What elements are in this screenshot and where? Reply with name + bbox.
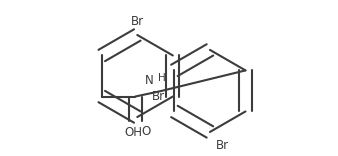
Text: OH: OH xyxy=(125,126,143,139)
Text: O: O xyxy=(141,124,150,137)
Text: Br: Br xyxy=(216,139,229,152)
Text: N: N xyxy=(145,74,154,87)
Text: Br: Br xyxy=(131,15,144,27)
Text: H: H xyxy=(158,73,165,83)
Text: Br: Br xyxy=(152,90,165,103)
